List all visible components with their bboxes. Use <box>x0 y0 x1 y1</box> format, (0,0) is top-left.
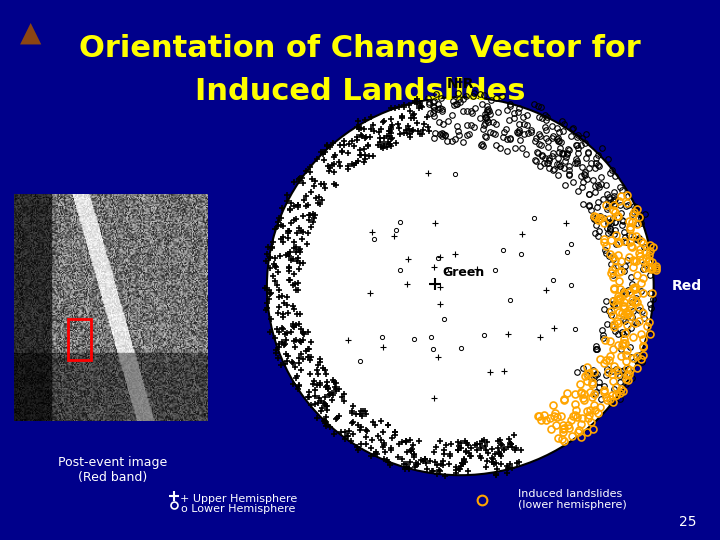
Text: + Upper Hemisphere: + Upper Hemisphere <box>179 495 297 504</box>
Text: NIR: NIR <box>446 77 474 91</box>
Text: Post-event image
(Red band): Post-event image (Red band) <box>58 456 168 484</box>
Ellipse shape <box>267 97 654 475</box>
Text: ▲: ▲ <box>20 18 41 46</box>
Text: Induced landslides
(lower hemisphere): Induced landslides (lower hemisphere) <box>518 489 626 510</box>
Text: o Lower Hemisphere: o Lower Hemisphere <box>181 504 295 514</box>
Text: Red: Red <box>672 279 702 293</box>
Text: 25: 25 <box>679 515 697 529</box>
Bar <box>68 319 91 360</box>
Text: Green: Green <box>442 266 485 279</box>
Text: Orientation of Change Vector for: Orientation of Change Vector for <box>79 34 641 63</box>
Text: Induced Landslides: Induced Landslides <box>194 77 526 106</box>
